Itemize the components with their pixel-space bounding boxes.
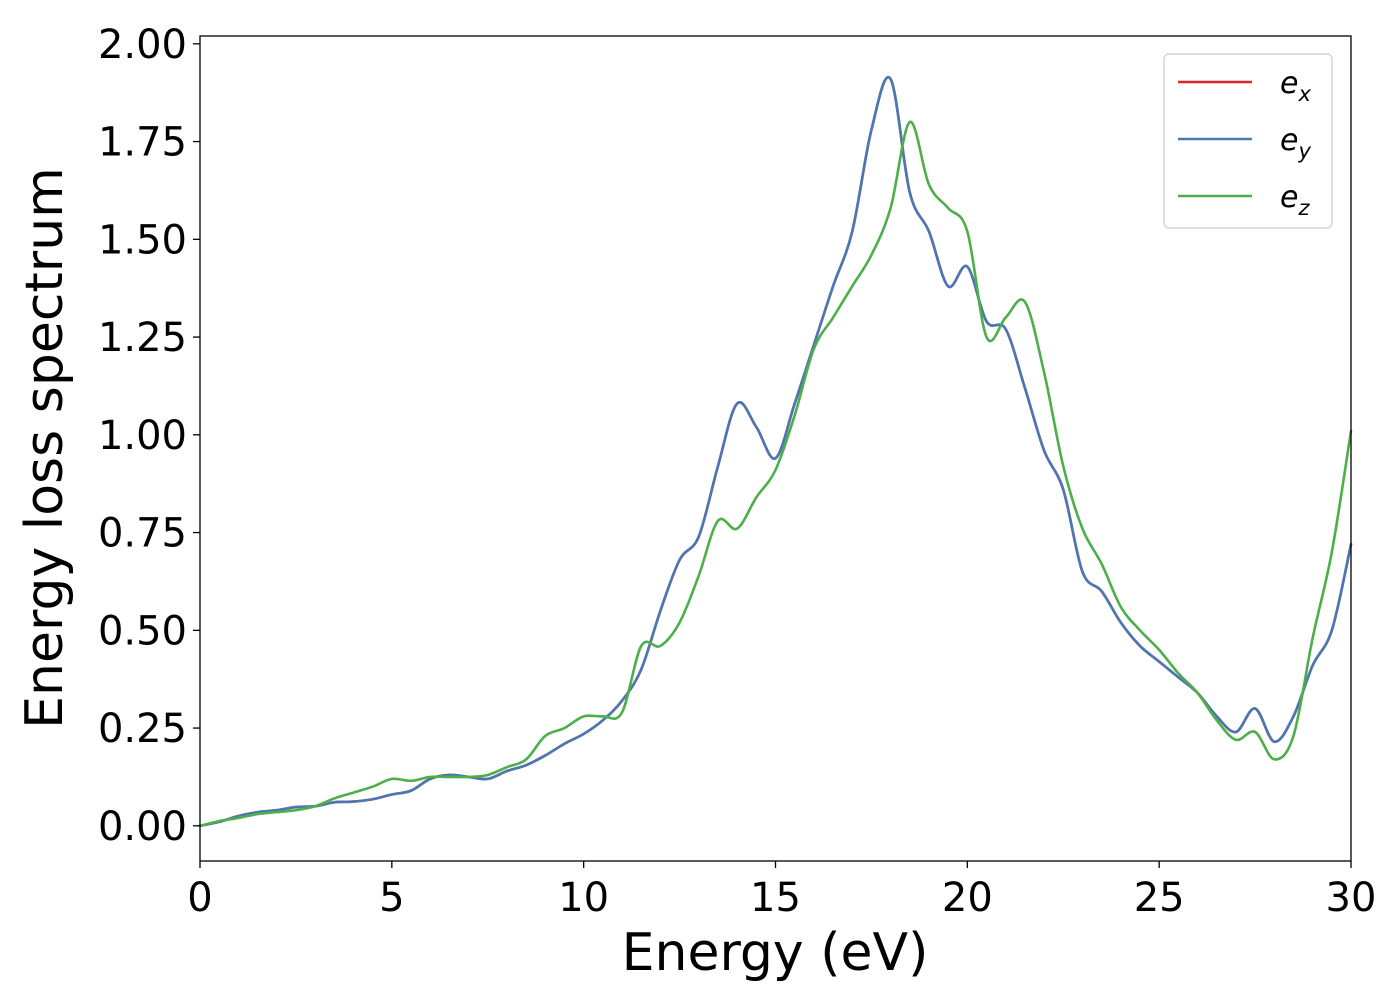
legend-label-subscript: y	[1297, 139, 1311, 163]
legend-label-subscript: z	[1297, 196, 1310, 220]
series-layer	[198, 75, 1353, 828]
x-tick-label: 5	[379, 875, 404, 921]
series-line-z	[198, 120, 1353, 828]
y-tick-label: 0.50	[98, 608, 187, 654]
y-tick-label: 0.25	[98, 706, 187, 752]
x-axis-title: Energy (eV)	[622, 923, 929, 983]
legend-label-base: e	[1280, 66, 1298, 101]
y-tick-label: 0.00	[98, 804, 187, 850]
y-tick-label: 1.50	[98, 217, 187, 263]
legend-label-y: ey	[1280, 123, 1311, 163]
legend-box	[1163, 53, 1333, 229]
y-axis-title: Energy loss spectrum	[15, 167, 75, 729]
series-line-y	[198, 75, 1353, 828]
y-tick-label: 1.75	[98, 120, 187, 166]
y-tick-label: 1.00	[98, 413, 187, 459]
x-tick-label: 30	[1326, 875, 1377, 921]
y-tick-label: 1.25	[98, 315, 187, 361]
x-tick-label: 0	[187, 875, 212, 921]
x-tick-label: 25	[1134, 875, 1185, 921]
y-tick-label: 0.75	[98, 511, 187, 557]
legend-label-base: e	[1280, 123, 1298, 158]
x-tick-label: 20	[942, 875, 993, 921]
x-tick-label: 10	[558, 875, 609, 921]
legend-label-z: ez	[1280, 180, 1310, 220]
x-tick-label: 15	[750, 875, 801, 921]
y-tick-label: 2.00	[98, 22, 187, 68]
legend-label-subscript: x	[1297, 82, 1311, 106]
legend-label-x: ex	[1280, 66, 1311, 106]
legend-label-base: e	[1280, 180, 1298, 215]
ticks-layer: 0 5 10 15 20 25 30 0.00 0.25 0.50 0.75 1.00 1.25 1.50…	[98, 22, 1377, 921]
